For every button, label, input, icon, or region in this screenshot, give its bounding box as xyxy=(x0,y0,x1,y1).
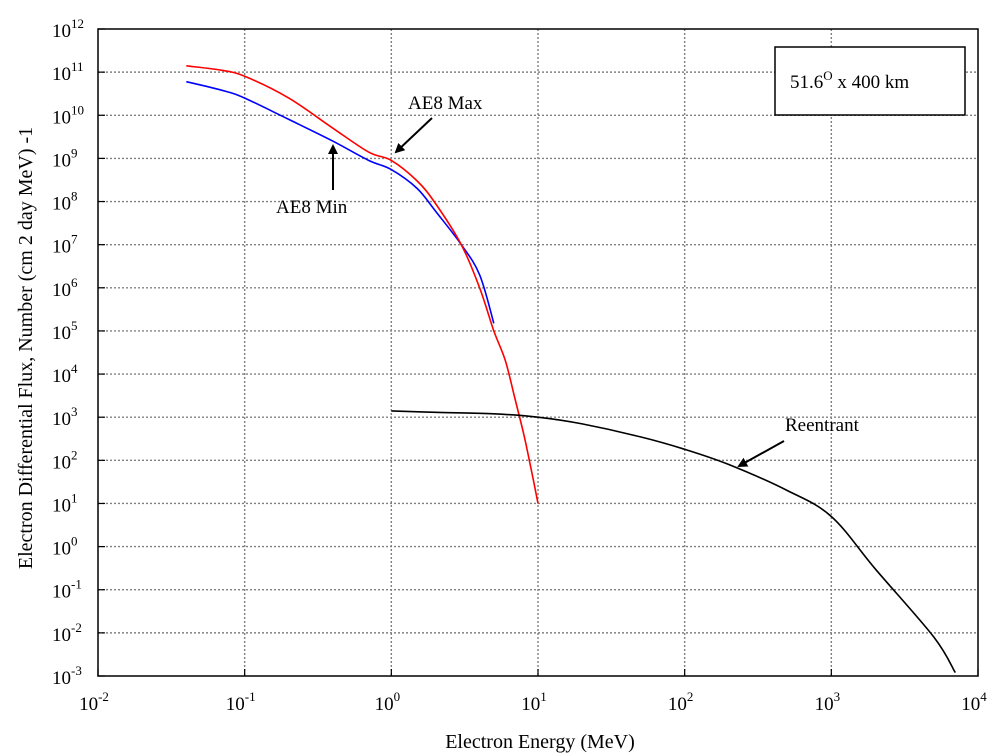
y-tick-label: 106 xyxy=(52,275,78,301)
y-tick-label: 107 xyxy=(52,232,78,258)
legend-base: 51.6 xyxy=(790,72,823,93)
x-tick-label: 100 xyxy=(375,689,401,715)
y-tick-label: 103 xyxy=(52,404,78,430)
y-tick-label: 101 xyxy=(52,490,78,516)
annotation-ae8-max: AE8 Max xyxy=(408,93,483,114)
y-tick-label: 10-1 xyxy=(52,577,82,603)
grid-lines xyxy=(98,29,978,676)
x-tick-label: 102 xyxy=(668,689,694,715)
y-tick-label: 1012 xyxy=(52,16,84,42)
legend-box: 51.6O x 400 km xyxy=(775,47,965,115)
x-axis-label: Electron Energy (MeV) xyxy=(445,731,635,753)
legend-box-text: 51.6O x 400 km xyxy=(790,68,909,93)
y-axis-label: Electron Differential Flux, Number (cm 2… xyxy=(15,127,37,569)
annotation-ae8-min: AE8 Min xyxy=(276,197,348,218)
series-layer xyxy=(186,66,955,673)
y-tick-label: 100 xyxy=(52,534,78,560)
series-line-ae8-max xyxy=(186,66,538,504)
annotation-arrow-reentrant xyxy=(739,441,784,466)
annotation-arrow-ae8-max xyxy=(396,118,432,152)
legend-rest: x 400 km xyxy=(833,72,910,93)
y-tick-label: 105 xyxy=(52,318,78,344)
y-tick-label: 1011 xyxy=(52,59,84,85)
x-tick-label: 10-2 xyxy=(79,689,109,715)
y-tick-label: 104 xyxy=(52,361,78,387)
y-tick-label: 102 xyxy=(52,447,78,473)
y-tick-label: 10-2 xyxy=(52,620,82,646)
x-tick-label: 103 xyxy=(815,689,841,715)
x-tick-label: 104 xyxy=(961,689,987,715)
axis-ticks: 10-2 10-1 100 101 102 103 10410-310-210-110010… xyxy=(52,16,987,715)
annotation-reentrant: Reentrant xyxy=(785,415,860,436)
y-tick-label: 108 xyxy=(52,189,78,215)
y-tick-label: 10-3 xyxy=(52,663,82,689)
x-tick-label: 101 xyxy=(521,689,547,715)
y-tick-label: 109 xyxy=(52,145,78,171)
legend-sup: O xyxy=(823,68,832,83)
y-tick-label: 1010 xyxy=(52,102,84,128)
x-tick-label: 10-1 xyxy=(226,689,256,715)
